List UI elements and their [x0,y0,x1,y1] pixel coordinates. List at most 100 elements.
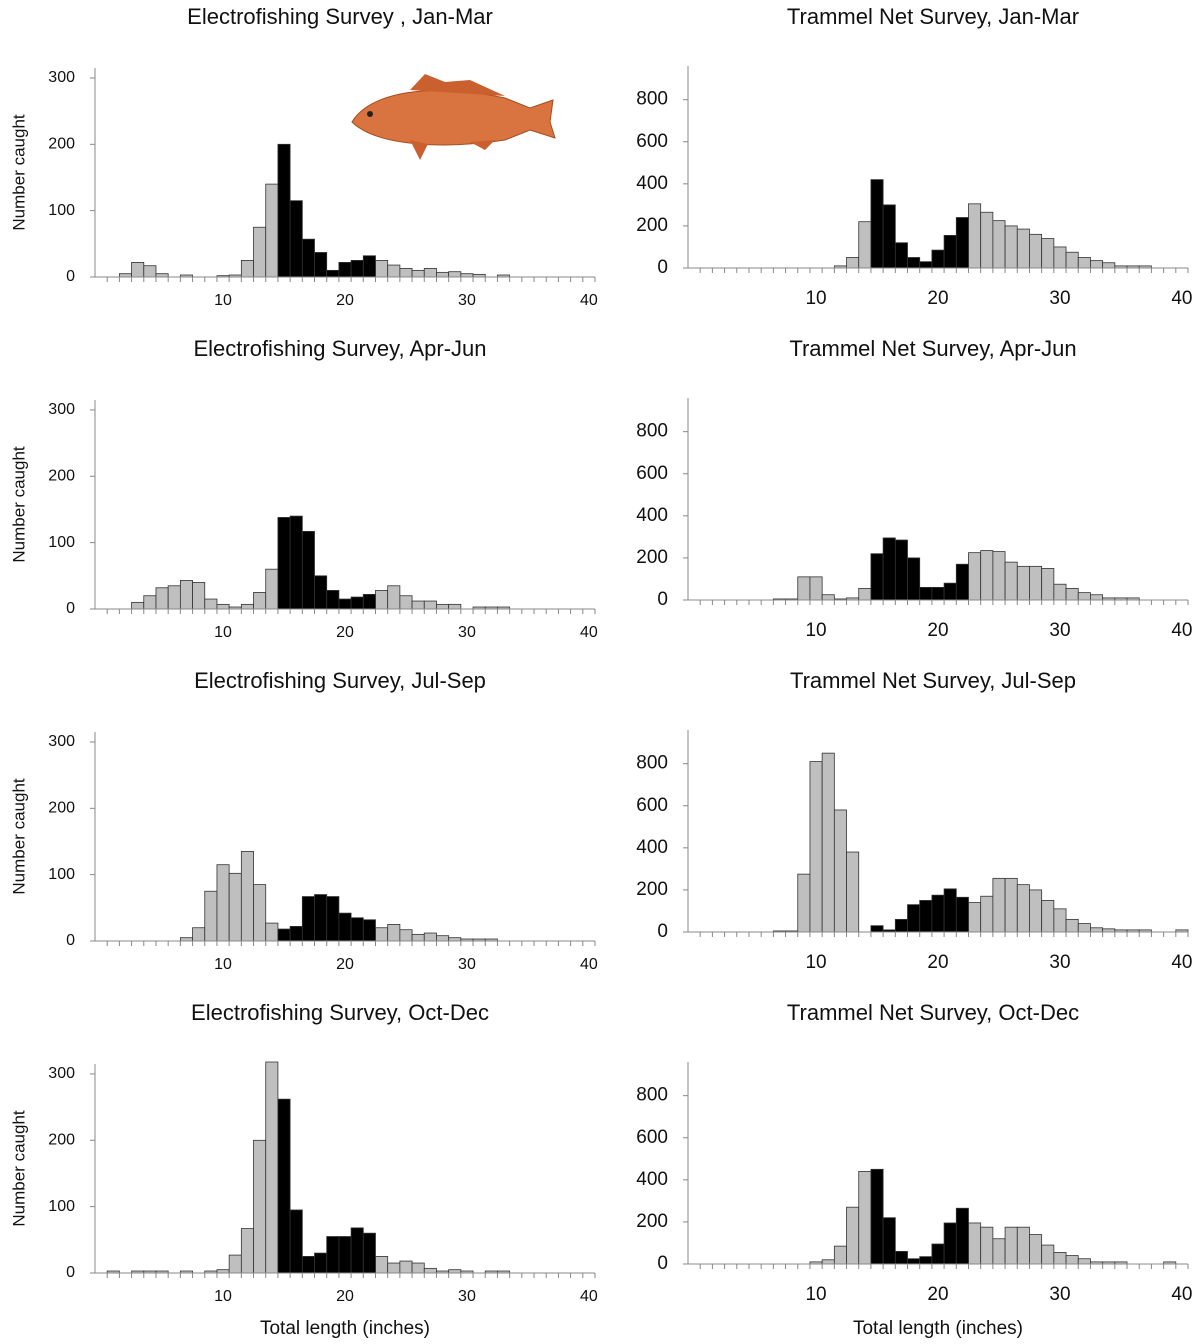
bar [908,257,920,268]
bar [908,905,920,932]
bar [883,205,895,268]
figure: Electrofishing Survey , Jan-MarNumber ca… [0,0,1204,1344]
y-axis-label: Number caught [9,114,28,231]
y-tick-label: 300 [48,401,75,418]
bar [1066,588,1078,600]
bar [375,928,387,941]
y-tick-label: 200 [636,879,668,900]
bar [956,218,968,269]
bar [1090,261,1102,268]
bar [932,587,944,600]
bar [1054,247,1066,268]
bar [883,538,895,600]
bar [1054,909,1066,932]
bar [871,554,883,600]
bar [847,852,859,932]
bar [798,874,810,932]
x-tick-label: 20 [927,952,948,973]
bar [993,552,1005,600]
bar [168,586,180,609]
bar [1054,1252,1066,1264]
y-tick-label: 200 [48,1132,75,1149]
bar [400,930,412,941]
bar [363,1233,375,1273]
bar [1029,1235,1041,1264]
x-tick-label: 30 [1049,1284,1070,1305]
fish-illustration [352,74,555,160]
x-tick-label: 30 [458,292,476,309]
bar [1042,900,1054,932]
bar [266,923,278,941]
bar [327,1237,339,1273]
bar [193,582,205,609]
y-tick-label: 0 [66,268,75,285]
bar [822,753,834,932]
bar [932,1244,944,1264]
bar [1042,568,1054,600]
bar [859,588,871,600]
y-tick-label: 600 [636,1127,668,1148]
panel: Trammel Net Survey, Jul-Sep0200400600800… [636,668,1192,973]
bar [327,590,339,609]
bar [424,268,436,277]
x-tick-label: 20 [336,292,354,309]
bar [400,1261,412,1273]
bar [412,601,424,609]
bar [290,926,302,941]
x-tick-label: 20 [927,1284,948,1305]
bar [981,896,993,932]
bar [871,926,883,932]
bar [375,260,387,277]
y-tick-label: 800 [636,753,668,774]
bar [302,239,314,277]
x-tick-label: 40 [580,624,598,641]
bar [266,184,278,277]
bar [363,920,375,941]
y-tick-label: 100 [48,202,75,219]
bar [1005,562,1017,600]
bar [1017,566,1029,600]
bar [254,1140,266,1273]
bar [302,897,314,941]
bar [810,577,822,600]
bar [968,1223,980,1264]
x-tick-label: 30 [1049,288,1070,309]
bar [1078,593,1090,600]
x-tick-label: 10 [214,956,232,973]
bar [1005,1227,1017,1264]
bar [205,891,217,941]
x-tick-label: 40 [1171,288,1192,309]
bar [339,913,351,941]
bar [834,1246,846,1264]
bar [205,599,217,609]
y-axis-label: Number caught [9,446,28,563]
bar [315,895,327,941]
y-tick-label: 200 [636,215,668,236]
x-tick-label: 30 [458,956,476,973]
x-tick-label: 10 [214,292,232,309]
chart-title: Electrofishing Survey, Oct-Dec [191,1000,489,1025]
bar [920,900,932,932]
bar [1066,919,1078,932]
y-tick-label: 0 [66,932,75,949]
bar [363,594,375,609]
y-tick-label: 0 [66,600,75,617]
bar [956,897,968,932]
bar [895,919,907,932]
y-tick-label: 600 [636,463,668,484]
chart-title: Trammel Net Survey, Apr-Jun [789,336,1076,361]
x-tick-label: 10 [805,620,826,641]
bar [822,595,834,600]
bar [1103,263,1115,268]
bar [968,204,980,268]
x-tick-label: 10 [805,288,826,309]
bar [351,597,363,609]
x-tick-label: 30 [458,624,476,641]
bar [375,1256,387,1273]
bar [339,262,351,277]
bar [1017,229,1029,268]
y-tick-label: 800 [636,1085,668,1106]
chart-title: Trammel Net Survey, Jul-Sep [790,668,1076,693]
